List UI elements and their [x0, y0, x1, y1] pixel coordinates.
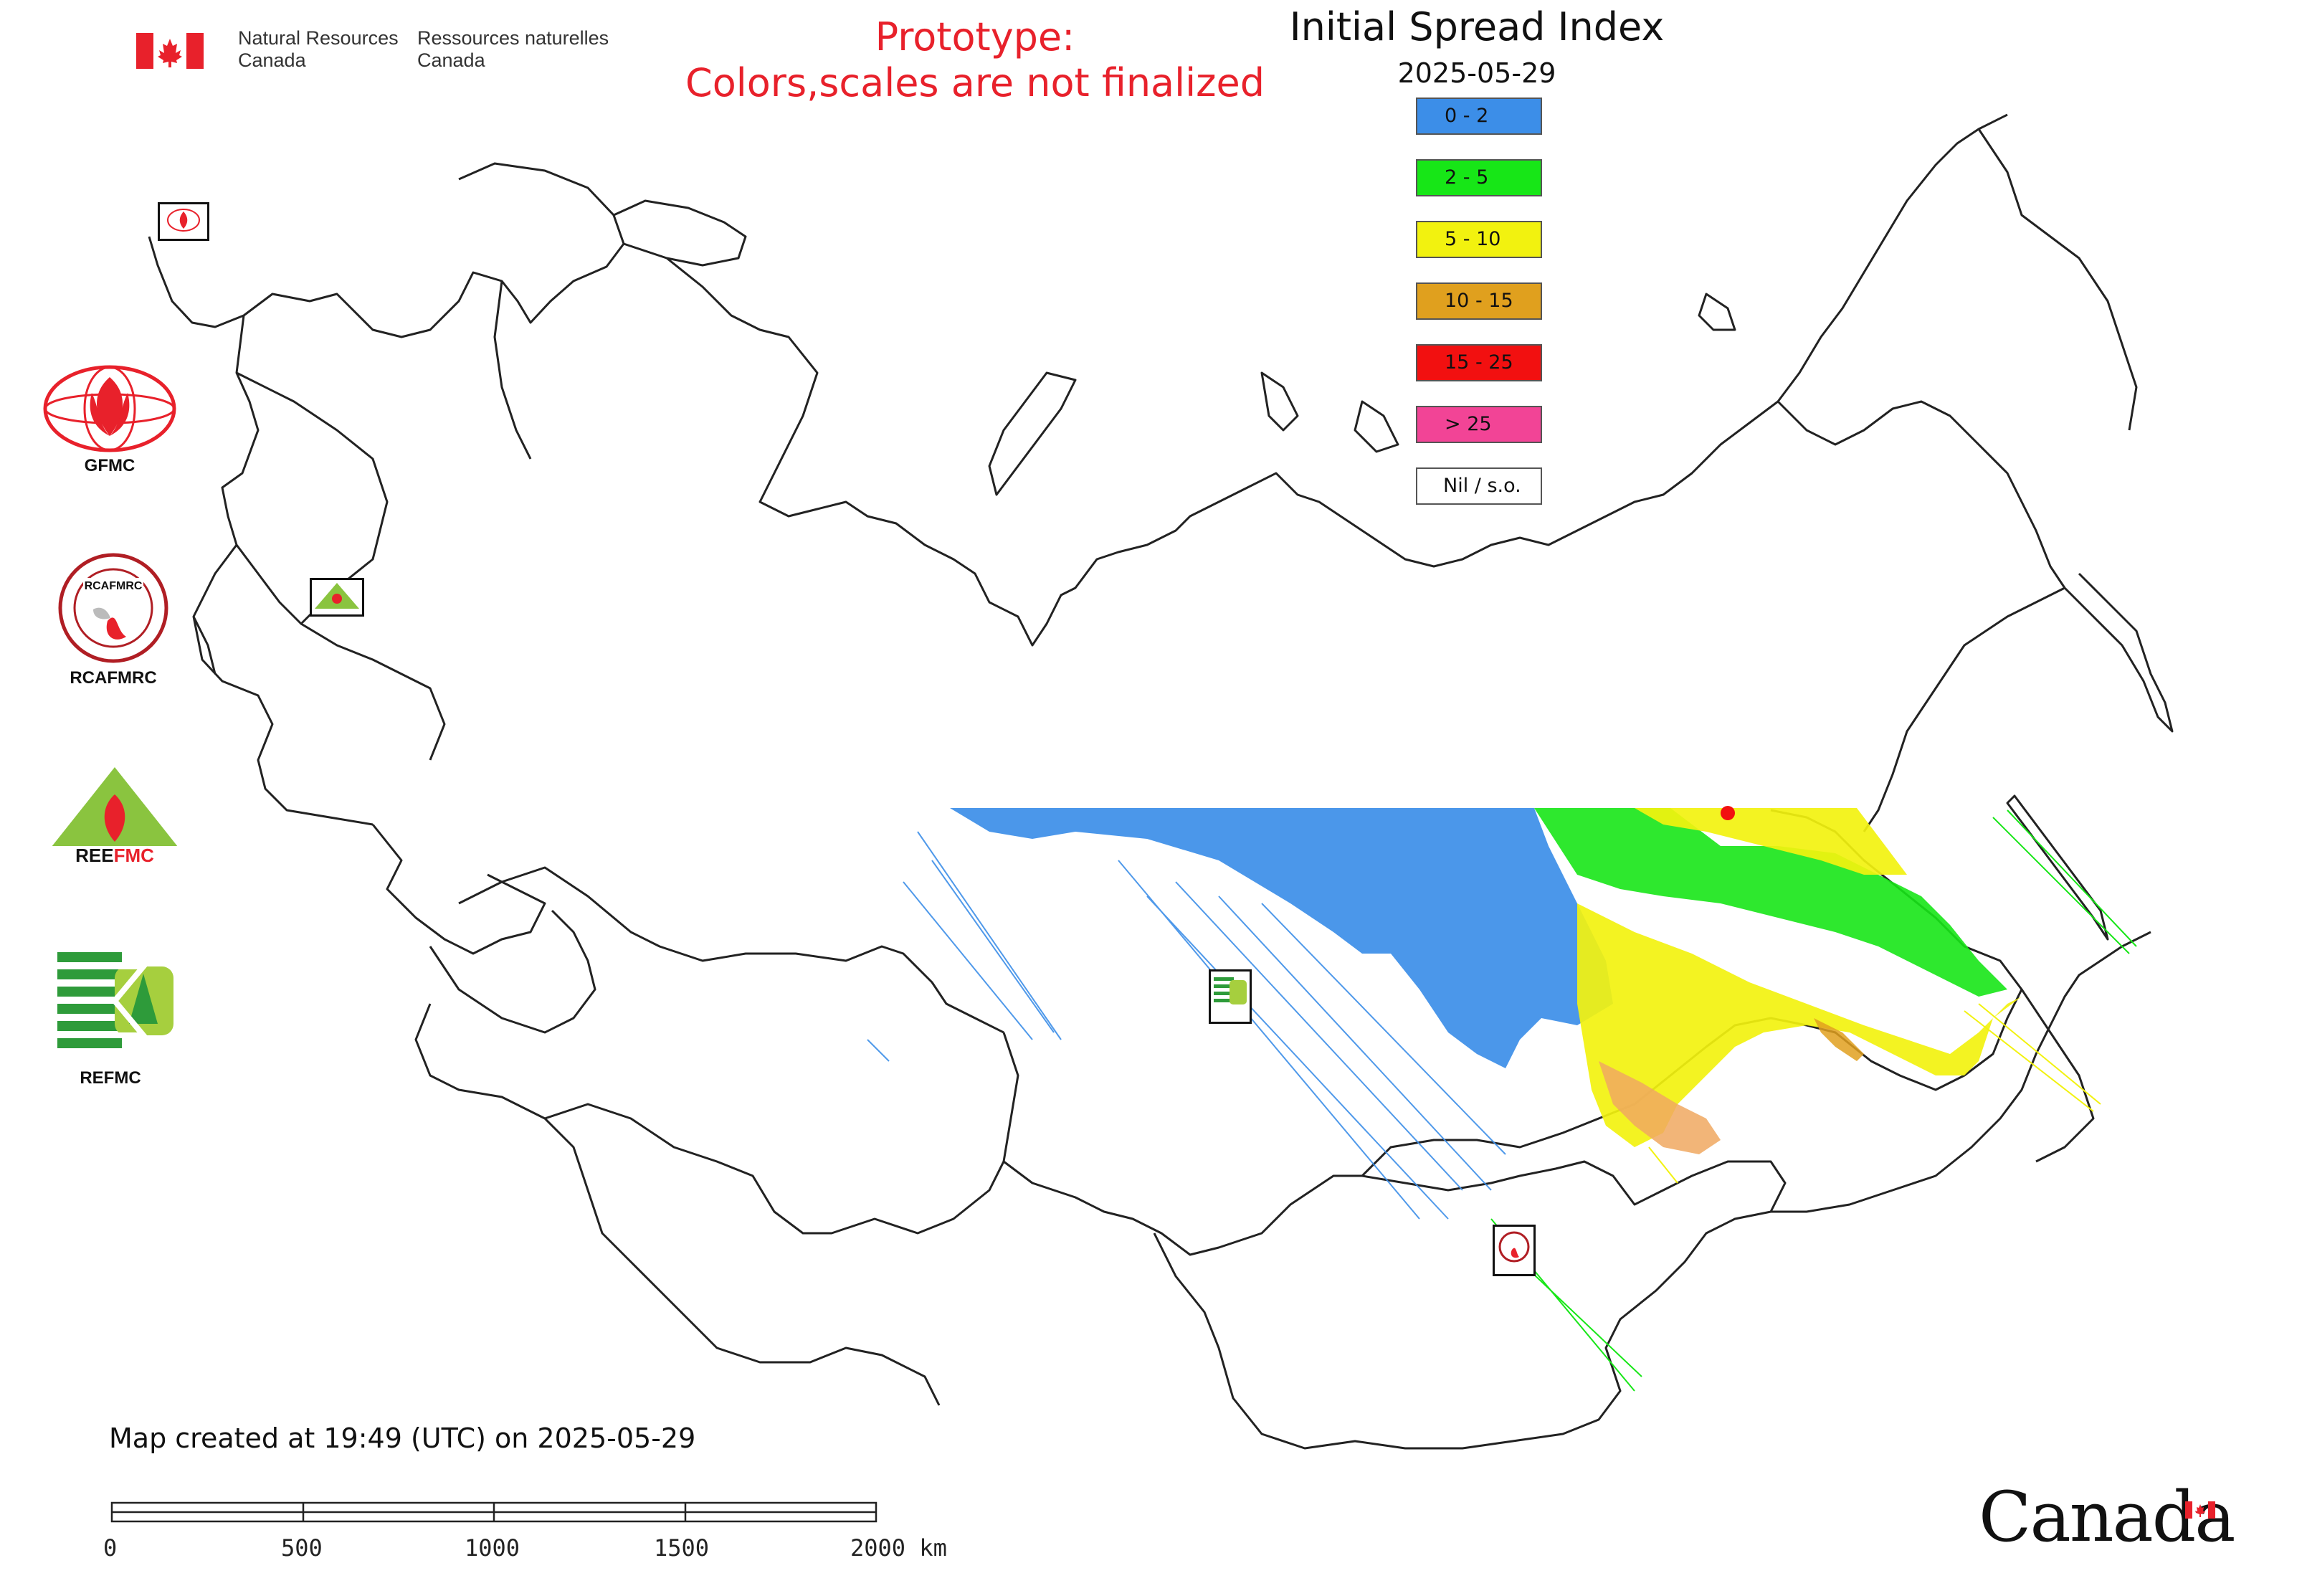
legend-label: 0 - 2	[1445, 105, 1489, 127]
scale-label-1500: 1500	[654, 1534, 710, 1562]
scale-label-0: 0	[103, 1534, 118, 1562]
gov-fr-line1: Ressources naturelles	[417, 27, 609, 49]
prototype-line2: Colors,scales are not finalized	[685, 60, 1265, 105]
legend-label: > 25	[1445, 413, 1492, 435]
gfmc-label: GFMC	[84, 456, 135, 475]
legend-label: 10 - 15	[1445, 290, 1513, 312]
legend-item-5: > 25	[1416, 406, 1542, 443]
legend-item-3: 10 - 15	[1416, 282, 1542, 320]
svg-text:REEFMC: REEFMC	[75, 845, 154, 866]
scale-label-500: 500	[281, 1534, 323, 1562]
map-title: Initial Spread Index	[1289, 4, 1665, 49]
svg-text:RCAFMRC: RCAFMRC	[85, 580, 143, 592]
gov-name-french: Ressources naturelles Canada	[417, 27, 609, 72]
rcafmrc-logo-icon: RCAFMRC	[57, 552, 169, 664]
gfmc-map-marker-icon[interactable]	[158, 202, 209, 241]
refmc-map-marker-icon[interactable]	[1209, 969, 1252, 1024]
legend-label: 2 - 5	[1445, 166, 1489, 189]
isi-zone-10-15-east	[1814, 1018, 1864, 1061]
rcafmrc-map-marker-icon[interactable]	[1493, 1225, 1536, 1276]
canada-wordmark-flag-icon	[2185, 1501, 2215, 1519]
gov-en-line2: Canada	[238, 49, 306, 71]
legend-item-0: 0 - 2	[1416, 98, 1542, 135]
isi-zone-10-15	[1599, 1061, 1721, 1154]
isi-zone-0-2	[950, 808, 1613, 1068]
gov-en-line1: Natural Resources	[238, 27, 399, 49]
legend-label: Nil / s.o.	[1443, 475, 1521, 497]
legend-item-2: 5 - 10	[1416, 221, 1542, 258]
canada-flag-icon	[136, 33, 204, 69]
scale-label-2000: 2000 km	[850, 1534, 947, 1562]
isi-zone-5-10	[1577, 903, 2022, 1147]
gov-name-english: Natural Resources Canada	[238, 27, 399, 72]
legend-item-4: 15 - 25	[1416, 344, 1542, 381]
legend-item-1: 2 - 5	[1416, 159, 1542, 196]
isi-zone-15-25	[1721, 806, 1735, 820]
refmc-label: REFMC	[80, 1068, 141, 1088]
legend-label: 15 - 25	[1445, 351, 1513, 374]
isi-data-layer	[867, 806, 2137, 1392]
gfmc-logo-icon	[42, 364, 178, 453]
map-date: 2025-05-29	[1397, 57, 1556, 89]
canada-wordmark: Canada	[1979, 1477, 2235, 1557]
prototype-notice: Prototype: Colors,scales are not finaliz…	[667, 14, 1283, 106]
legend-item-6: Nil / s.o.	[1416, 467, 1542, 505]
legend-label: 5 - 10	[1445, 228, 1501, 250]
prototype-line1: Prototype:	[875, 14, 1075, 60]
scale-bar	[110, 1501, 877, 1523]
rcafmrc-label: RCAFMRC	[70, 668, 157, 688]
isi-zone-5-10-north	[1635, 808, 1907, 875]
reefmc-logo-icon: REEFMC	[39, 763, 191, 870]
isi-zone-2-5	[1534, 808, 2007, 997]
map-created-timestamp: Map created at 19:49 (UTC) on 2025-05-29	[109, 1422, 696, 1454]
gov-fr-line2: Canada	[417, 49, 485, 71]
reefmc-map-marker-icon[interactable]	[310, 578, 364, 617]
country-borders	[148, 113, 2174, 1450]
refmc-logo-icon	[57, 945, 173, 1057]
scale-label-1000: 1000	[465, 1534, 520, 1562]
